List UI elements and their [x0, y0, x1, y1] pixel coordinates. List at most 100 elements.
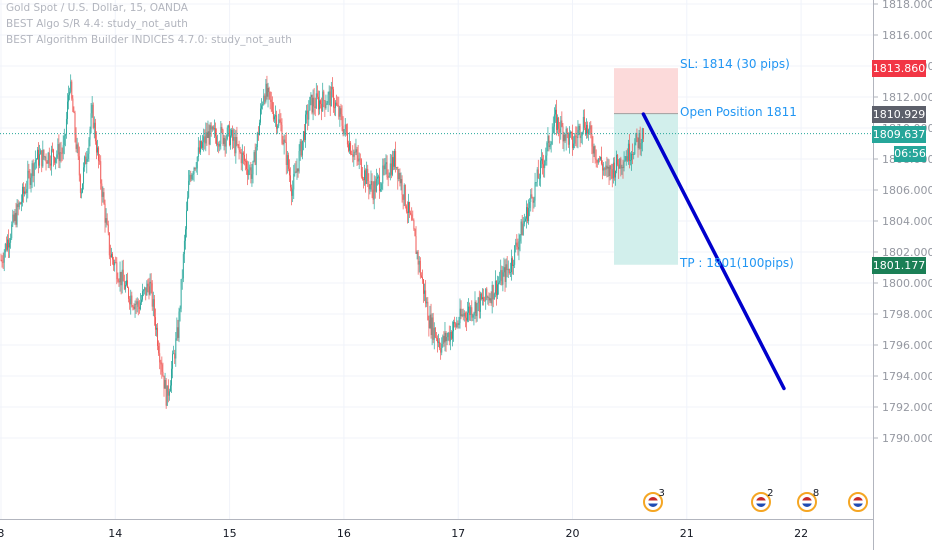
candle-body [592, 146, 594, 154]
candle-body [212, 126, 214, 130]
candle-body [19, 202, 21, 205]
candle-body [138, 306, 140, 310]
candle-body [44, 156, 46, 158]
candle-body [64, 134, 66, 136]
candle-body [88, 139, 90, 154]
candle-body [569, 131, 571, 133]
legend-study-builder[interactable]: BEST Algorithm Builder INDICES 4.7.0: st… [6, 34, 292, 46]
candle-body [120, 271, 122, 286]
economic-event-marker[interactable]: 3 [642, 488, 665, 512]
tp-annotation[interactable]: TP : 1801(100pips) [680, 255, 794, 270]
candle-body [446, 336, 448, 342]
candle-body [63, 135, 65, 146]
candle-body [89, 129, 91, 140]
candle-body [595, 158, 597, 160]
candle-body [37, 149, 38, 160]
candle-body [166, 385, 168, 406]
economic-event-marker[interactable] [848, 492, 869, 512]
candle-body [61, 152, 63, 154]
entry-price-label: 1810.929 [872, 105, 926, 123]
candle-body [223, 137, 225, 144]
candle-body [274, 116, 275, 120]
candle-body [473, 313, 475, 316]
candle-body [472, 315, 474, 318]
x-tick-label: 3 [0, 527, 5, 540]
y-tick-label: 1802.000 [882, 246, 932, 259]
candle-body [476, 303, 478, 317]
candle-body [262, 104, 264, 106]
legend-study-sr[interactable]: BEST Algo S/R 4.4: study_not_auth [6, 18, 188, 30]
candle-body [230, 135, 231, 146]
candle-body [231, 129, 233, 136]
candle-body [340, 108, 342, 115]
candle-body [610, 165, 612, 170]
overlays [0, 112, 873, 391]
economic-event-marker[interactable]: 2 [751, 488, 773, 512]
candle-body [191, 174, 193, 180]
candle-body [505, 264, 507, 282]
candle-body [74, 112, 76, 136]
x-tick-label: 14 [108, 527, 122, 540]
candle-body [222, 130, 224, 144]
economic-event-marker[interactable]: 8 [796, 488, 819, 512]
candle-body [224, 137, 226, 147]
candle-body [76, 144, 78, 149]
candle-body [159, 353, 161, 363]
candle-body [560, 120, 562, 133]
candle-body [148, 286, 150, 295]
candle-body [73, 111, 75, 113]
candle-body [498, 282, 500, 285]
candle-body [506, 264, 508, 271]
candle-body [424, 290, 426, 294]
candle-body [272, 111, 274, 120]
legend-symbol[interactable]: Gold Spot / U.S. Dollar, 15, OANDA [6, 2, 188, 14]
candle-body [624, 160, 626, 162]
candle-body [468, 306, 470, 313]
candle-body [5, 243, 7, 250]
candle-body [509, 272, 511, 273]
candle-body [267, 87, 269, 97]
sl-annotation[interactable]: SL: 1814 (30 pips) [680, 57, 790, 72]
x-tick-label: 17 [451, 527, 465, 540]
candle-body [590, 125, 592, 135]
candle-body [38, 149, 39, 166]
candle-body [14, 212, 16, 221]
candle-body [310, 94, 312, 98]
candle-body [151, 283, 153, 307]
candle-body [240, 152, 242, 164]
candle-body [399, 172, 401, 184]
candle-body [197, 147, 199, 157]
candle-body [528, 207, 530, 222]
candle-body [271, 101, 273, 112]
candle-body [459, 308, 461, 324]
candle-body [471, 307, 473, 318]
candle-body [522, 223, 524, 236]
candle-body [275, 115, 276, 117]
candle-body [518, 241, 520, 250]
entry-annotation[interactable]: Open Position 1811 [680, 104, 797, 119]
x-tick-label: 20 [566, 527, 580, 540]
candle-body [386, 162, 388, 177]
candle-body [78, 156, 80, 176]
candle-body [113, 259, 115, 266]
candle-body [17, 204, 19, 208]
candle-body [228, 125, 230, 146]
candle-body [118, 281, 120, 283]
candle-body [425, 290, 427, 304]
candle-body [87, 153, 89, 159]
candle-body [499, 280, 501, 283]
candle-body [422, 277, 423, 280]
candle-body [443, 335, 445, 343]
candle-body [131, 295, 133, 307]
candle-body [628, 143, 630, 162]
candle-body [573, 143, 575, 149]
candle-body [311, 94, 313, 113]
candle-body [372, 189, 374, 200]
candle-body [108, 232, 110, 256]
candle-body [615, 170, 616, 178]
candle-body [192, 174, 194, 175]
candle-body [433, 327, 435, 340]
candle-body [101, 183, 103, 197]
candle-body [634, 142, 636, 155]
